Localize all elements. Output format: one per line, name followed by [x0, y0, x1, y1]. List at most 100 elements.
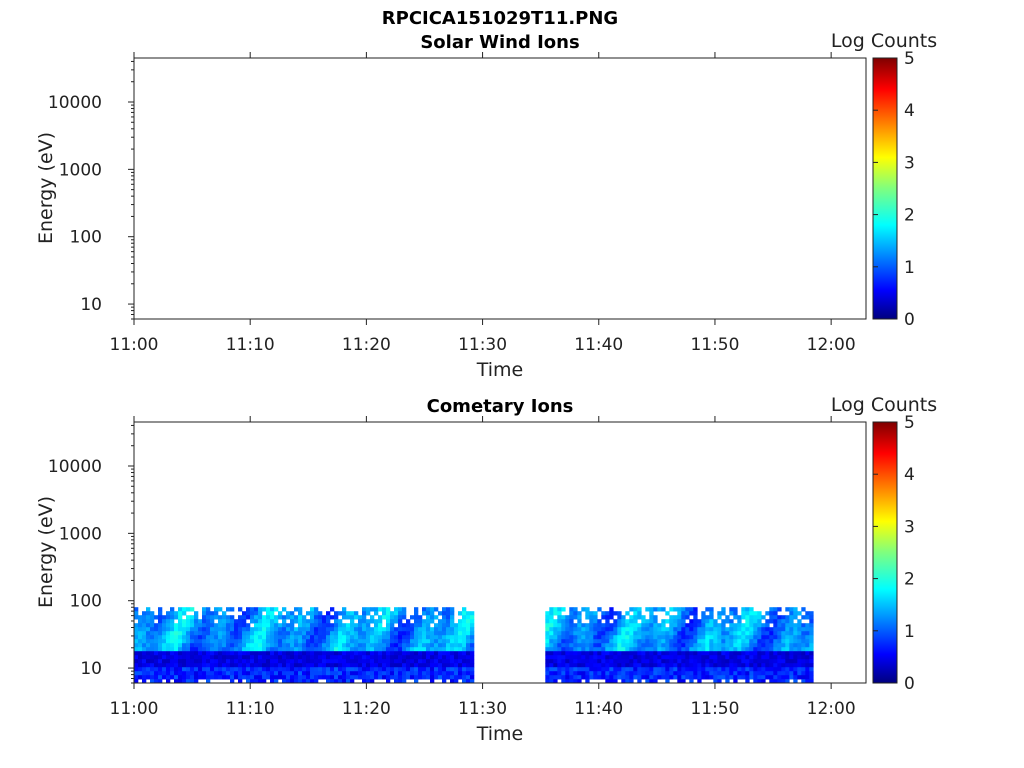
spectrogram-cell	[545, 675, 550, 680]
spectrogram-cell	[669, 615, 674, 620]
spectrogram-cell	[805, 659, 810, 664]
spectrogram-cell	[326, 679, 331, 684]
spectrogram-cell	[394, 663, 399, 668]
spectrogram-cell	[781, 663, 786, 668]
spectrogram-cell	[669, 651, 674, 656]
spectrogram-cell	[585, 615, 590, 620]
spectrogram-cell	[545, 663, 550, 668]
spectrogram-cell	[430, 655, 435, 660]
spectrogram-cell	[230, 627, 235, 632]
spectrogram-cell	[685, 623, 690, 628]
spectrogram-cell	[402, 643, 407, 648]
spectrogram-cell	[182, 611, 187, 616]
spectrogram-cell	[406, 643, 411, 648]
spectrogram-cell	[613, 627, 618, 632]
spectrogram-cell	[773, 615, 778, 620]
spectrogram-cell	[470, 675, 475, 680]
spectrogram-cell	[617, 639, 622, 644]
spectrogram-cell	[386, 607, 391, 612]
spectrogram-cell	[733, 675, 738, 680]
spectrogram-cell	[609, 611, 614, 616]
spectrogram-cell	[214, 671, 219, 676]
spectrogram-cell	[202, 671, 207, 676]
spectrogram-cell	[230, 675, 235, 680]
spectrogram-cell	[789, 623, 794, 628]
spectrogram-cell	[406, 663, 411, 668]
spectrogram-cell	[561, 615, 566, 620]
spectrogram-cell	[142, 679, 147, 684]
spectrogram-cell	[661, 643, 666, 648]
spectrogram-cell	[290, 679, 295, 684]
spectrogram-cell	[138, 667, 143, 672]
spectrogram-cell	[549, 671, 554, 676]
spectrogram-cell	[306, 635, 311, 640]
spectrogram-cell	[330, 627, 335, 632]
spectrogram-cell	[793, 651, 798, 656]
spectrogram-cell	[410, 643, 415, 648]
spectrogram-cell	[258, 639, 263, 644]
spectrogram-cell	[454, 655, 459, 660]
spectrogram-cell	[394, 611, 399, 616]
spectrogram-cell	[186, 635, 191, 640]
spectrogram-cell	[310, 651, 315, 656]
spectrogram-cell	[358, 647, 363, 652]
spectrogram-cell	[382, 671, 387, 676]
spectrogram-cell	[625, 619, 630, 624]
spectrogram-cell	[454, 639, 459, 644]
data-block	[134, 607, 475, 684]
spectrogram-cell	[330, 651, 335, 656]
spectrogram-cell	[725, 647, 730, 652]
spectrogram-cell	[338, 647, 343, 652]
spectrogram-cell	[326, 615, 331, 620]
spectrogram-cell	[645, 619, 650, 624]
spectrogram-cell	[633, 663, 638, 668]
spectrogram-cell	[198, 627, 203, 632]
spectrogram-cell	[150, 679, 155, 684]
spectrogram-cell	[330, 631, 335, 636]
spectrogram-cell	[741, 635, 746, 640]
spectrogram-cell	[709, 631, 714, 636]
spectrogram-cell	[262, 667, 267, 672]
spectrogram-cell	[414, 667, 419, 672]
spectrogram-cell	[545, 627, 550, 632]
spectrogram-cell	[298, 619, 303, 624]
spectrogram-cell	[274, 643, 279, 648]
spectrogram-cell	[470, 627, 475, 632]
spectrogram-cell	[342, 655, 347, 660]
spectrogram-cell	[394, 607, 399, 612]
spectrogram-cell	[290, 639, 295, 644]
spectrogram-cell	[470, 615, 475, 620]
spectrogram-cell	[314, 659, 319, 664]
spectrogram-cell	[681, 679, 686, 684]
spectrogram-cell	[561, 627, 566, 632]
spectrogram-cell	[234, 663, 239, 668]
spectrogram-cell	[569, 675, 574, 680]
spectrogram-cell	[394, 647, 399, 652]
spectrogram-cell	[290, 627, 295, 632]
spectrogram-cell	[182, 631, 187, 636]
spectrogram-cell	[222, 659, 227, 664]
spectrogram-cell	[669, 619, 674, 624]
spectrogram-cell	[761, 679, 766, 684]
spectrogram-cell	[266, 663, 271, 668]
spectrogram-cell	[210, 663, 215, 668]
spectrogram-cell	[625, 679, 630, 684]
spectrogram-cell	[685, 651, 690, 656]
spectrogram-cell	[326, 659, 331, 664]
spectrogram-cell	[725, 679, 730, 684]
spectrogram-cell	[174, 611, 179, 616]
spectrogram-cell	[278, 667, 283, 672]
spectrogram-cell	[314, 631, 319, 636]
spectrogram-cell	[454, 667, 459, 672]
spectrogram-cell	[390, 663, 395, 668]
spectrogram-cell	[633, 635, 638, 640]
spectrogram-cell	[274, 651, 279, 656]
spectrogram-cell	[438, 643, 443, 648]
spectrogram-cell	[398, 679, 403, 684]
spectrogram-cell	[601, 639, 606, 644]
spectrogram-cell	[757, 615, 762, 620]
spectrogram-cell	[641, 659, 646, 664]
spectrogram-cell	[326, 611, 331, 616]
spectrogram-cell	[426, 659, 431, 664]
spectrogram-cell	[222, 675, 227, 680]
